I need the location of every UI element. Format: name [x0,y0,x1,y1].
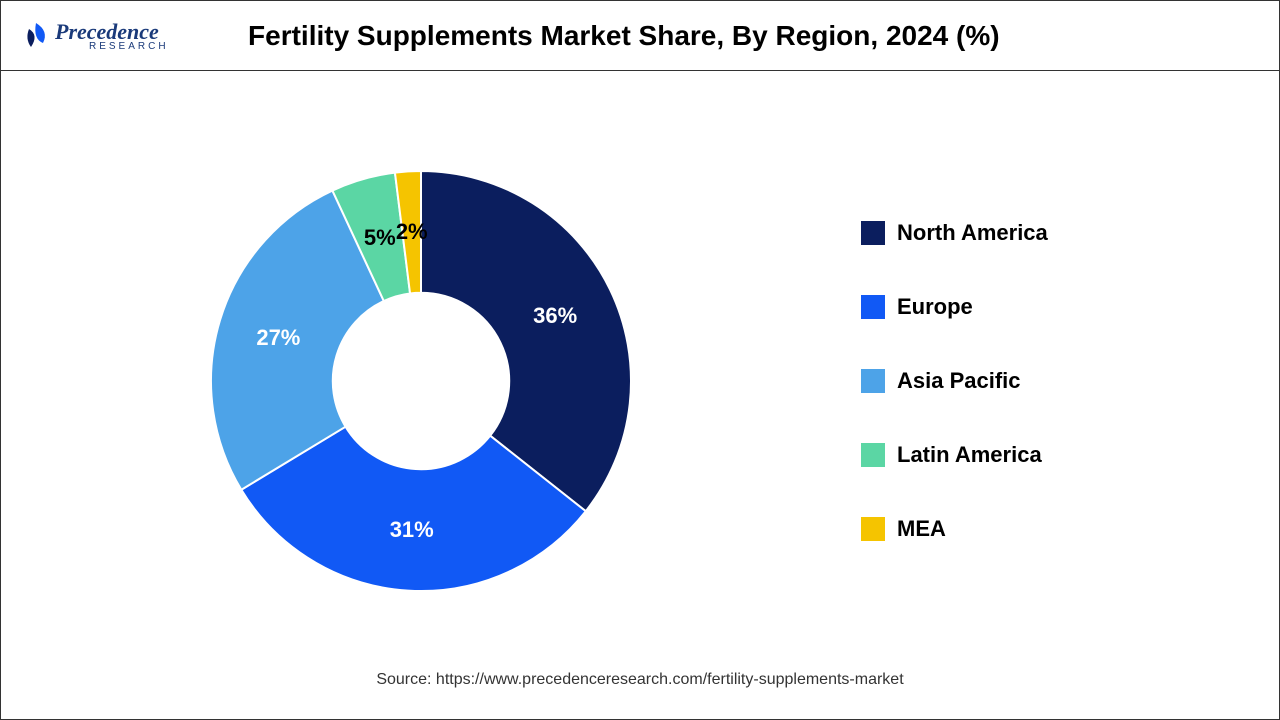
legend-swatch [861,443,885,467]
slice-label: 36% [533,303,577,329]
header: Precedence RESEARCH Fertility Supplement… [1,1,1279,71]
legend-label: MEA [897,516,946,542]
donut-slice [421,171,631,511]
source-text: Source: https://www.precedenceresearch.c… [1,671,1279,703]
legend-swatch [861,517,885,541]
legend-label: Latin America [897,442,1042,468]
legend-swatch [861,295,885,319]
legend-swatch [861,221,885,245]
legend-item: Asia Pacific [861,368,1048,394]
legend-label: Asia Pacific [897,368,1021,394]
slice-label: 27% [256,325,300,351]
legend-item: Latin America [861,442,1048,468]
chart-area: 36% 31% 27% 5%2% North America Europe Asia Pa… [1,71,1279,671]
chart-title: Fertility Supplements Market Share, By R… [169,20,1079,52]
donut-chart: 36% 31% 27% 5%2% [201,161,641,601]
legend-item: Europe [861,294,1048,320]
logo-subtext: RESEARCH [89,41,169,52]
legend-label: Europe [897,294,973,320]
logo-icon [21,21,51,51]
legend: North America Europe Asia Pacific Latin Ame… [861,220,1048,542]
legend-swatch [861,369,885,393]
slice-label: 5% [364,225,396,251]
legend-item: North America [861,220,1048,246]
slice-label: 2% [396,219,428,245]
legend-label: North America [897,220,1048,246]
logo: Precedence RESEARCH [21,19,169,52]
slice-label: 31% [390,517,434,543]
legend-item: MEA [861,516,1048,542]
